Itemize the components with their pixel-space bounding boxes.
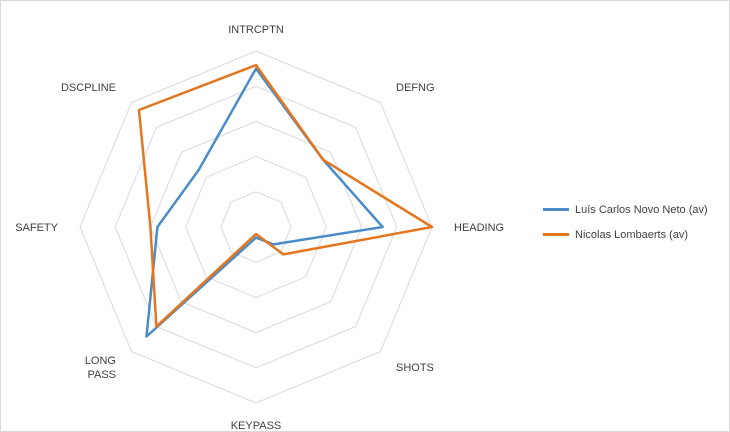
axis-label-heading: HEADING xyxy=(454,222,504,234)
legend-label-series-1: Luís Carlos Novo Neto (av) xyxy=(575,203,708,216)
legend-item-series-2: Nicolas Lombaerts (av) xyxy=(543,222,708,247)
legend-swatch-series-2 xyxy=(543,233,569,236)
legend-swatch-series-1 xyxy=(543,208,569,211)
series-line-2 xyxy=(137,63,434,328)
series-line-1 xyxy=(145,67,384,338)
axis-labels: INTRCPTN DEFNG HEADING SHOTS KEYPASS LONG PASS… xyxy=(15,24,504,431)
axis-label-dscpline: DSCPLINE xyxy=(61,82,116,94)
legend-label-series-2: Nicolas Lombaerts (av) xyxy=(575,228,689,241)
legend: Luís Carlos Novo Neto (av) Nicolas Lomba… xyxy=(543,197,708,247)
legend-item-series-1: Luís Carlos Novo Neto (av) xyxy=(543,197,708,222)
axis-label-safety: SAFETY xyxy=(15,222,58,234)
radar-grid xyxy=(79,50,433,404)
grid-ring-5 xyxy=(79,50,433,404)
grid-ring-1 xyxy=(220,191,292,263)
grid-ring-3 xyxy=(149,120,363,334)
grid-ring-2 xyxy=(185,156,327,298)
grid-ring-4 xyxy=(114,85,398,369)
axis-label-defng: DEFNG xyxy=(396,82,435,94)
series-lines xyxy=(137,63,434,338)
axis-label-intrcptn: INTRCPTN xyxy=(228,24,284,36)
axis-label-long-pass: LONG PASS xyxy=(85,355,116,381)
axis-label-keypass: KEYPASS xyxy=(231,420,282,431)
axis-label-shots: SHOTS xyxy=(396,362,434,374)
